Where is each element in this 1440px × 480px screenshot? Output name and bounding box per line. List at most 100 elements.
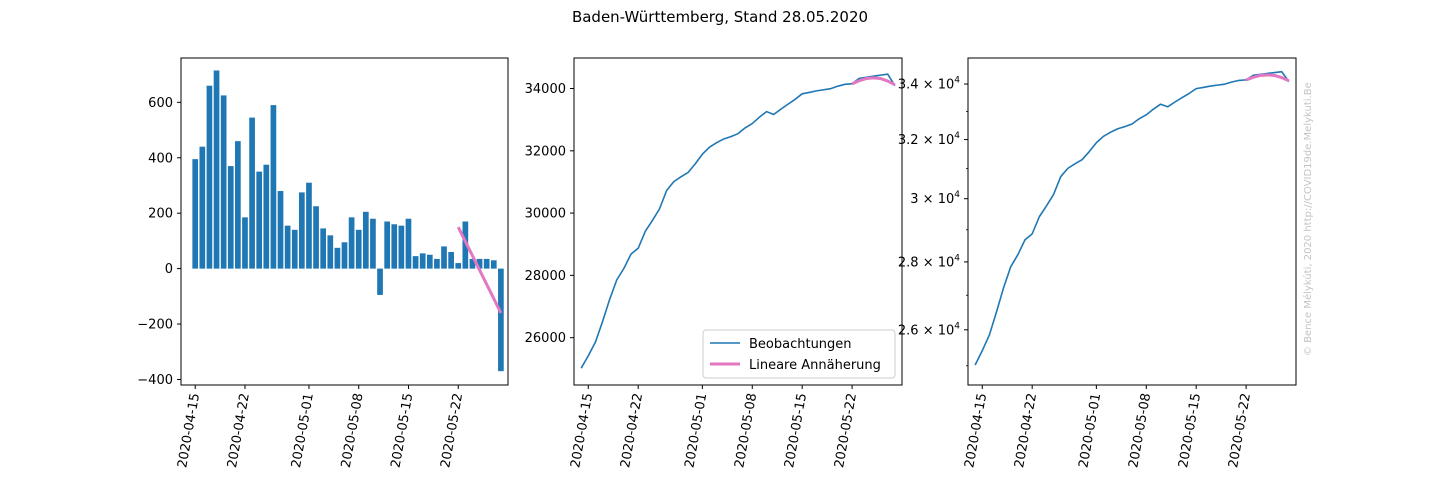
bar [284,225,291,269]
y-tick-label: 3 × 104 [910,190,960,207]
bar [462,221,469,269]
bar [213,70,220,269]
bar [490,260,497,269]
y-tick-label: 2.6 × 104 [898,321,960,338]
y-tick-label-base: 2.6 × 10 [898,323,954,338]
plot-frame [967,57,1297,386]
figure-title: Baden-Württemberg, Stand 28.05.2020 [572,8,868,26]
series-line-fit [1245,73,1290,83]
x-tick-label: 2020-05-15 [389,392,417,469]
y-tick-label-exponent: 4 [954,190,960,200]
bar [419,253,426,269]
series-line-observations [974,70,1290,366]
bar [291,229,298,269]
bar [299,192,305,269]
x-tick-label: 2020-05-01 [682,392,710,469]
x-tick-label: 2020-05-08 [732,392,760,469]
y-tick-label: 0 [165,262,173,277]
y-tick-label: 28000 [525,269,566,284]
plot-frame [180,57,509,386]
bar [270,105,277,269]
legend: Beobachtungen Lineare Annäherung [702,329,896,379]
bar [455,263,462,269]
x-tick-label: 2020-04-22 [618,392,646,469]
y-tick-label: 3.4 × 104 [898,76,960,93]
x-tick-label: 2020-05-15 [782,392,810,469]
bar [483,258,490,269]
bar [441,246,447,269]
y-tick-label: 32000 [525,144,566,159]
x-tick-label: 2020-05-01 [1076,392,1104,469]
x-tick-label: 2020-05-01 [289,392,317,469]
bar [498,268,504,372]
bar [405,218,412,269]
bar [256,171,263,269]
y-tick-label: −400 [137,373,173,388]
bar [334,247,341,269]
x-tick-label: 2020-05-08 [1126,392,1154,469]
bar [377,268,383,295]
y-tick-label: 34000 [525,82,566,97]
bar [242,217,248,269]
bar [384,221,390,269]
bar [327,235,334,269]
daily-change-bar-chart: −400 −200 0 200 400 600 2020-04-15 2020-04-22 20… [137,57,509,469]
x-tick-label: 2020-05-15 [1176,392,1204,469]
bar [412,256,419,269]
bar [362,211,369,269]
bar [448,251,454,269]
bar [199,146,206,269]
y-tick-label-base: 3.4 × 10 [898,78,954,93]
bar [263,164,270,269]
bar [313,206,319,269]
bar [469,258,476,269]
watermark: © Bence Mélykúti, 2020 http://COVID19de.… [1302,82,1314,356]
y-tick-label: −200 [137,318,173,333]
plot-frame [573,57,903,386]
x-tick-label: 2020-05-22 [438,392,466,469]
legend-box [702,329,896,379]
y-tick-label: 2.8 × 104 [898,253,960,270]
y-tick-label: 600 [148,96,173,111]
y-tick-label-base: 2.8 × 10 [898,255,954,270]
series-line-observations [580,73,896,369]
y-tick-label: 30000 [525,207,566,222]
bar [220,95,227,269]
y-tick-label-exponent: 4 [954,131,960,141]
y-tick-label: 200 [148,207,173,222]
bar [235,141,241,269]
x-tick-label: 2020-05-08 [339,392,367,469]
bar [306,182,312,269]
bar [370,218,376,269]
y-tick-label-exponent: 4 [954,321,960,331]
bar [348,217,355,269]
x-tick-label: 2020-04-22 [1012,392,1040,469]
bar [206,85,213,269]
x-tick-label: 2020-05-22 [832,392,860,469]
bar [277,191,284,269]
bar [434,258,440,269]
bar [398,225,405,269]
bar [391,224,398,269]
y-tick-label: 26000 [525,331,566,346]
bar [476,258,483,269]
legend-label-observations: Beobachtungen [749,337,852,352]
x-tick-label: 2020-04-22 [225,392,253,469]
fit-line [456,226,503,314]
x-tick-label: 2020-05-22 [1226,392,1254,469]
bar [227,166,234,269]
bar [192,159,199,269]
bar [249,117,255,269]
cumulative-linear-chart: 26000 28000 30000 32000 34000 2020-04-15 2020-… [525,57,903,469]
x-tick-label: 2020-04-15 [568,392,596,469]
bar [355,229,362,269]
x-tick-label: 2020-04-15 [175,392,203,469]
series-line-fit [851,76,896,87]
bar [426,254,433,269]
x-tick-label: 2020-04-15 [962,392,990,469]
y-tick-label: 3.2 × 104 [898,131,960,148]
y-tick-label-base: 3 × 10 [910,192,954,207]
y-tick-label: 400 [148,151,173,166]
